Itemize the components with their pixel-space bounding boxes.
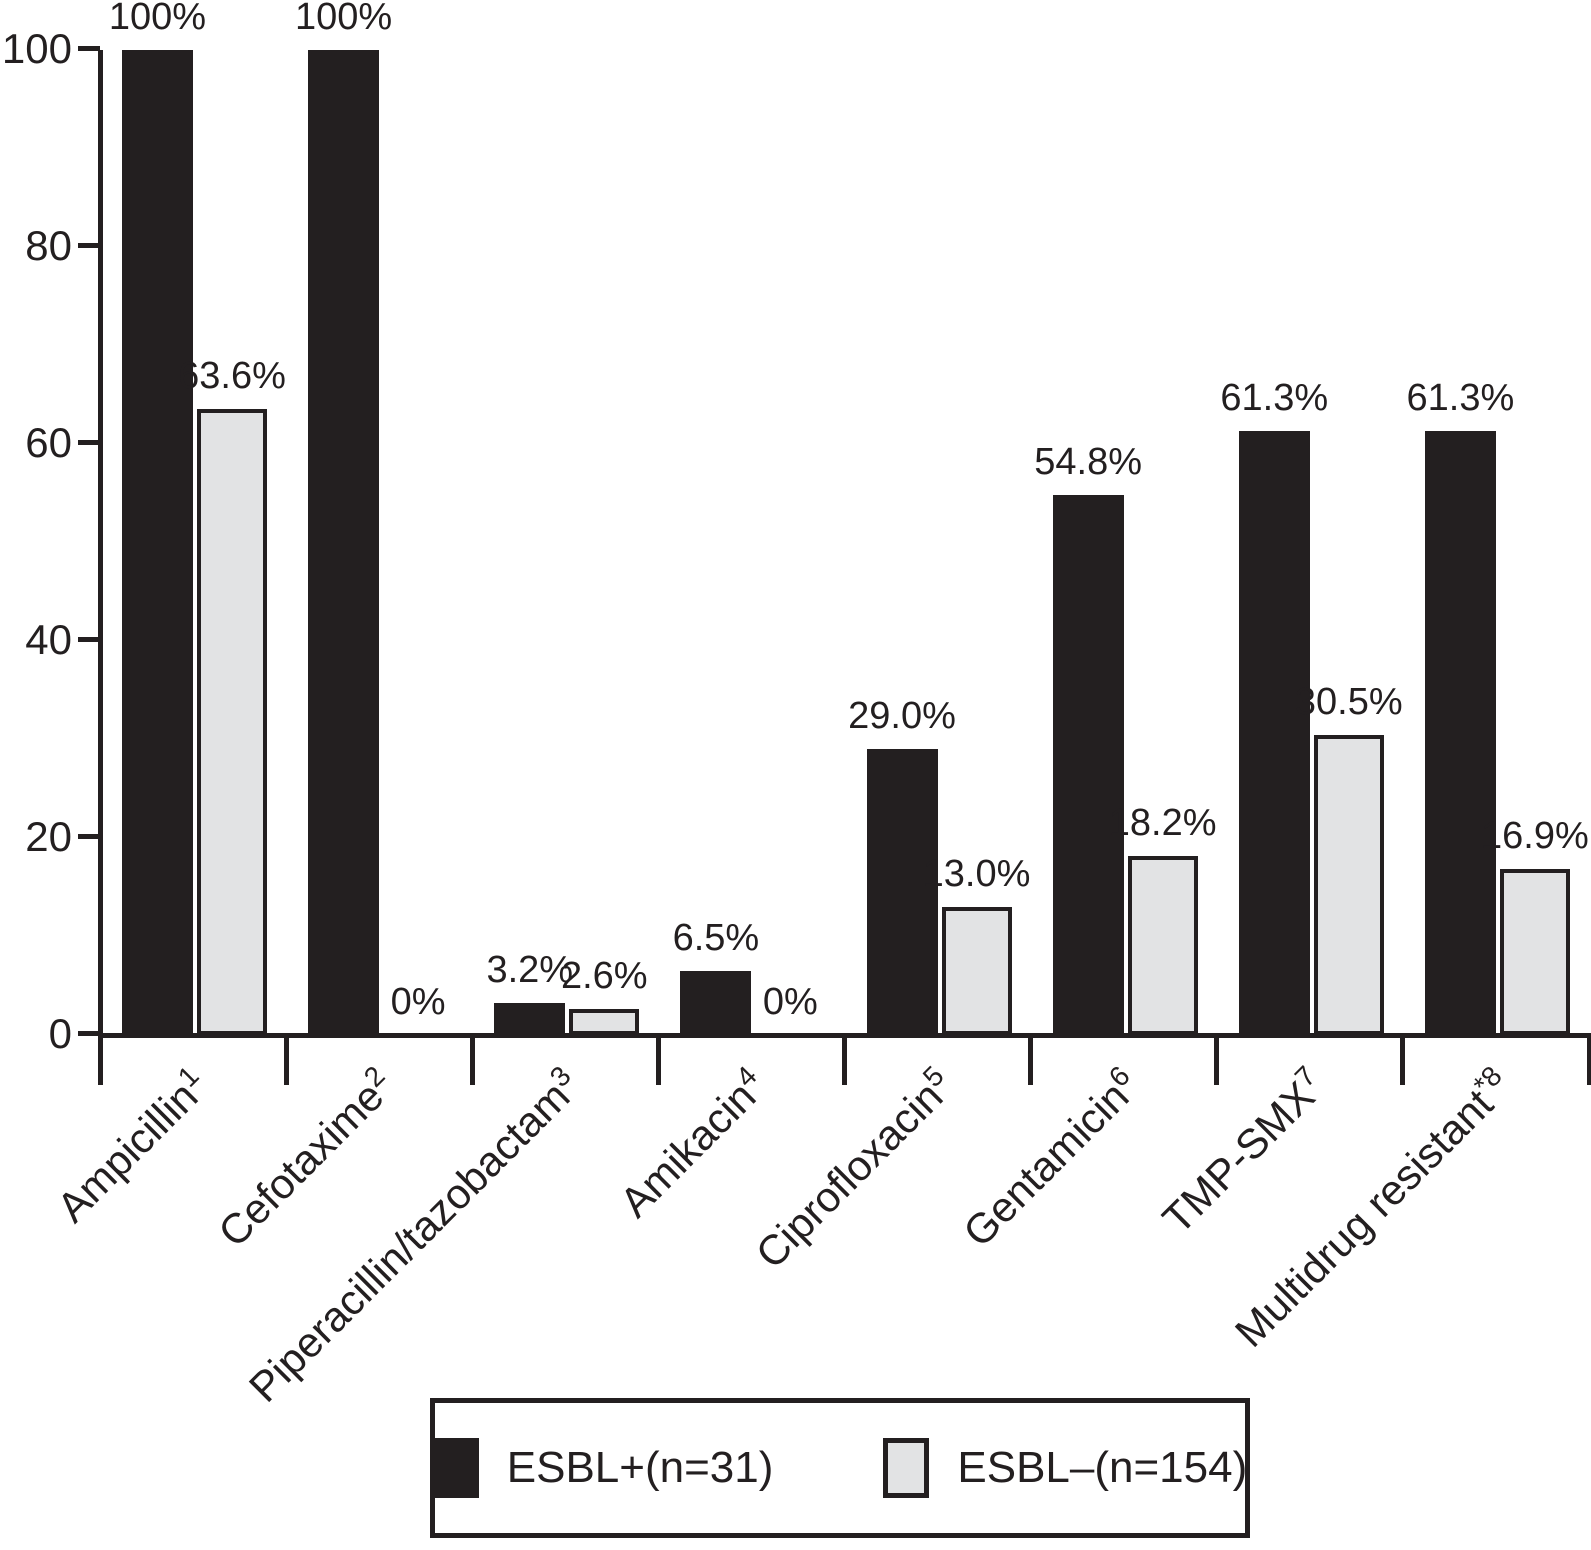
value-label: 18.2% (1108, 801, 1217, 844)
y-tick (78, 834, 100, 839)
legend-entry-esbl-positive: ESBL+(n=31) (432, 1438, 774, 1498)
y-tick-label: 100 (1, 25, 72, 72)
value-label: 2.6% (560, 955, 648, 998)
y-tick (78, 1031, 100, 1036)
value-label: 100% (295, 0, 393, 38)
y-tick-label: 40 (25, 616, 72, 663)
category-label-text: Piperacillin/tazobactam (240, 1072, 579, 1411)
x-tick (842, 1035, 847, 1085)
category-label-text: Cefotaxime (209, 1072, 393, 1256)
value-label: 6.5% (672, 916, 760, 959)
bar-esbl-positive (308, 50, 380, 1035)
legend-label-esbl-negative: ESBL–(n=154) (957, 1443, 1248, 1492)
category-label-text: Ciprofloxacin (746, 1072, 952, 1278)
y-tick-label: 80 (25, 222, 72, 269)
x-tick (655, 1035, 661, 1085)
value-label: 100% (108, 0, 207, 38)
bar-esbl-negative (1499, 868, 1570, 1035)
value-label: 16.9% (1481, 814, 1589, 857)
y-tick (78, 440, 100, 445)
category-label-text: TMP-SMX (1153, 1072, 1324, 1243)
y-tick (78, 243, 100, 248)
value-label: 29.0% (848, 695, 956, 738)
value-label: 61.3% (1406, 377, 1515, 420)
bar-esbl-positive (494, 1003, 566, 1035)
value-label: 3.2% (486, 949, 574, 992)
y-tick (78, 637, 100, 642)
value-label: 0% (390, 981, 446, 1023)
value-label: 0% (762, 981, 818, 1023)
legend-label-esbl-positive: ESBL+(n=31) (506, 1443, 774, 1492)
bar-esbl-negative (941, 906, 1012, 1035)
x-tick (283, 1035, 289, 1085)
y-tick-label: 20 (25, 813, 72, 860)
category-label-text: Amikacin (611, 1072, 765, 1227)
bar-esbl-positive (680, 970, 752, 1035)
x-tick (1400, 1035, 1406, 1085)
x-tick (469, 1035, 475, 1085)
value-label: 61.3% (1220, 377, 1329, 420)
category-label-text: Ampicillin (47, 1072, 207, 1231)
bar-esbl-positive (866, 749, 938, 1035)
x-tick (1028, 1035, 1034, 1085)
x-tick (97, 1035, 103, 1085)
value-label: 54.8% (1034, 441, 1142, 484)
y-tick (78, 46, 100, 51)
value-label: 13.0% (922, 852, 1031, 895)
value-label: 63.6% (178, 354, 286, 397)
gray-filled-square-icon (883, 1438, 930, 1498)
bar-esbl-positive (1052, 495, 1124, 1035)
y-tick-label: 0 (48, 1010, 72, 1057)
bar-esbl-negative (569, 1009, 640, 1035)
legend-entry-esbl-negative: ESBL–(n=154) (883, 1438, 1247, 1498)
x-tick (1214, 1035, 1220, 1085)
x-tick (1586, 1035, 1591, 1085)
bar-esbl-negative (1127, 855, 1198, 1035)
bar-esbl-positive (122, 50, 193, 1035)
bar-esbl-negative (197, 408, 267, 1035)
bar-esbl-positive (1238, 431, 1310, 1035)
bar-esbl-positive (1424, 431, 1496, 1035)
legend: ESBL+(n=31) ESBL–(n=154) (430, 1398, 1250, 1538)
value-label: 30.5% (1294, 680, 1403, 723)
y-axis-line (98, 50, 103, 1040)
category-label-text: Gentamicin (953, 1072, 1138, 1256)
black-filled-square-icon (432, 1438, 479, 1498)
y-tick-label: 60 (25, 419, 72, 466)
bar-esbl-negative (1313, 734, 1384, 1035)
